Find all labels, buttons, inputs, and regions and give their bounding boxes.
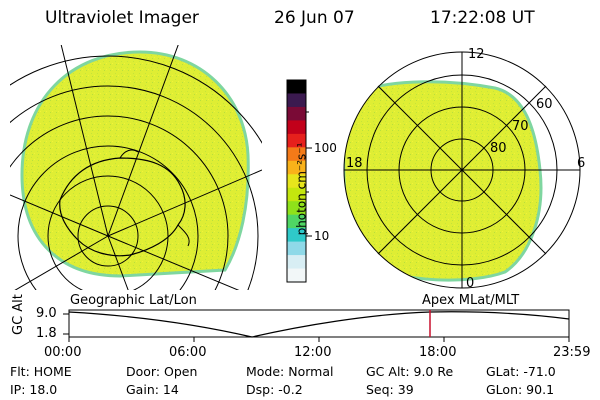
info-gain: Gain: 14 [126, 382, 179, 397]
coastline-detail [119, 149, 190, 247]
info-ip: IP: 18.0 [10, 382, 58, 397]
info-gcalt: GC Alt: 9.0 Re [366, 364, 454, 379]
gc-alt-curve [68, 311, 570, 338]
mlt-label-18: 18 [346, 156, 363, 171]
mlat-label-80: 80 [490, 141, 507, 156]
mlt-label-12: 12 [468, 47, 485, 62]
geo-lat-circle [10, 55, 262, 144]
info-mode: Mode: Normal [246, 364, 334, 379]
info-flt: Flt: HOME [10, 364, 72, 379]
mlt-label-6: 6 [577, 156, 586, 171]
polar-emission-area [344, 80, 543, 282]
geo-meridian [107, 235, 240, 290]
colorbar-unit-label: photon cm⁻²s⁻¹ [294, 142, 309, 236]
geo-meridian [107, 169, 262, 237]
colorbar-segment [287, 80, 306, 94]
geographic-image [10, 45, 262, 290]
timeline-ytick-low: 1.8 [36, 326, 57, 341]
geo-lat-circle [77, 205, 139, 267]
mlt-label-0: 0 [466, 276, 475, 291]
geo-lat-circle [17, 145, 199, 290]
geo-meridian [107, 235, 129, 290]
geo-meridian [107, 45, 179, 237]
timeline-xtick: 00:00 [44, 345, 82, 360]
colorbar-tick-label-10: 10 [314, 229, 330, 243]
mlat-label-70: 70 [512, 119, 529, 134]
polar-image [343, 51, 581, 289]
colorbar [287, 80, 306, 283]
polar-caption: Apex MLat/MLT [422, 293, 520, 308]
timeline-xtick: 18:00 [419, 345, 457, 360]
geo-lat-circle [10, 85, 259, 290]
timeline-ytick-high: 9.0 [36, 306, 57, 321]
geo-meridian [10, 194, 109, 237]
colorbar-segment [287, 120, 306, 135]
colorbar-segment [287, 160, 306, 175]
colorbar-segment [287, 106, 306, 121]
colorbar-segment [287, 93, 306, 108]
app-title: Ultraviolet Imager [45, 8, 199, 28]
colorbar-segment [287, 201, 306, 216]
geo-meridian [14, 235, 109, 290]
timeline-xtick: 06:00 [169, 345, 207, 360]
colorbar-segment [287, 214, 306, 229]
info-door: Door: Open [126, 364, 198, 379]
colorbar-tick-label-100: 100 [314, 141, 337, 155]
colorbar-segment [287, 268, 306, 283]
colorbar-segment [287, 174, 306, 189]
geo-emission-area [20, 50, 250, 278]
geo-meridian [60, 45, 109, 237]
colorbar-segment [287, 187, 306, 202]
colorbar-segment [287, 133, 306, 148]
colorbar-segment [287, 255, 306, 270]
date-readout: 26 Jun 07 [274, 8, 355, 28]
info-seq: Seq: 39 [366, 382, 414, 397]
info-glon: GLon: 90.1 [486, 382, 555, 397]
info-glat: GLat: -71.0 [486, 364, 556, 379]
timeline-ylabel: GC Alt [11, 294, 26, 335]
geographic-caption: Geographic Lat/Lon [70, 293, 197, 308]
geo-lat-circle [47, 175, 169, 290]
time-readout: 17:22:08 UT [430, 8, 535, 28]
timeline-plot [63, 309, 570, 342]
timeline-xtick: 23:59 [553, 345, 591, 360]
colorbar-segment [287, 241, 306, 256]
info-dsp: Dsp: -0.2 [246, 382, 303, 397]
polar-axis-diagonal [377, 85, 547, 255]
colorbar-segment [287, 147, 306, 162]
timeline-xtick: 12:00 [294, 345, 332, 360]
geo-lat-circle [10, 115, 229, 290]
colorbar-segment [287, 228, 306, 243]
mlat-label-60: 60 [536, 97, 553, 112]
